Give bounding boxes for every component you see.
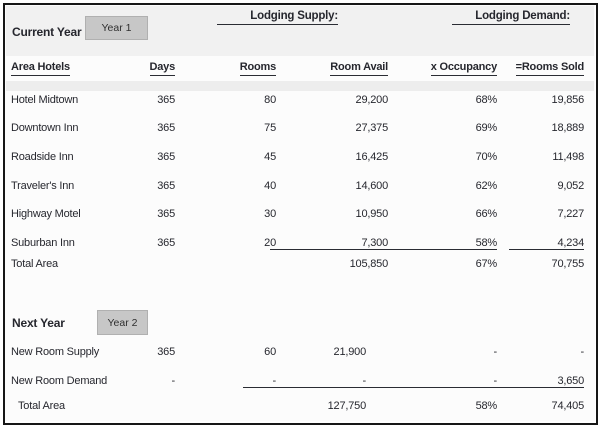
hotel-name: Highway Motel <box>11 208 81 220</box>
hotel-name: Traveler's Inn <box>11 180 75 192</box>
total-row: Total Area 127,750 58% 74,405 <box>0 399 600 413</box>
room-avail-value: 21,900 <box>333 346 367 358</box>
rooms-value: 80 <box>264 94 276 106</box>
year2-badge[interactable]: Year 2 <box>97 310 148 335</box>
occupancy-value: 62% <box>475 180 498 192</box>
days-value: - <box>171 375 176 387</box>
rooms-sold-value: 18,889 <box>551 122 585 134</box>
room-avail-value: - <box>243 374 370 388</box>
occupancy-value: - <box>358 374 517 388</box>
rooms-sold-value: 9,052 <box>557 180 584 192</box>
room-avail-value: 16,425 <box>355 151 389 163</box>
rooms-value: 20 <box>264 237 276 249</box>
rooms-sold-value: 4,234 <box>509 236 584 250</box>
total-occupancy: 58% <box>475 400 498 412</box>
column-header-room-avail: Room Avail <box>330 60 388 76</box>
rooms-value: 75 <box>264 122 276 134</box>
room-avail-value: 29,200 <box>355 94 389 106</box>
occupancy-value: 66% <box>475 208 498 220</box>
column-header-row: Area Hotels Days Rooms Room Avail x Occu… <box>0 60 600 76</box>
next-year-label: Next Year <box>12 316 65 330</box>
rooms-value: 40 <box>264 180 276 192</box>
days-value: 365 <box>157 346 175 358</box>
new-room-supply-row: New Room Supply 365 60 21,900 - - <box>0 345 600 359</box>
year1-badge[interactable]: Year 1 <box>85 16 148 40</box>
rooms-sold-value: - <box>580 346 585 358</box>
current-year-label: Current Year <box>12 25 82 39</box>
total-label: Total Area <box>11 258 58 270</box>
days-value: 365 <box>157 180 175 192</box>
header-shaded-band <box>6 81 594 91</box>
occupancy-value: 69% <box>475 122 498 134</box>
occupancy-value: 68% <box>475 94 498 106</box>
rooms-value: - <box>272 375 277 387</box>
hotel-name: Roadside Inn <box>11 151 74 163</box>
rooms-sold-value: 11,498 <box>552 151 584 163</box>
occupancy-value: - <box>493 346 498 358</box>
total-room-avail: 105,850 <box>349 258 389 270</box>
hotel-name: Hotel Midtown <box>11 94 79 106</box>
rooms-value: 30 <box>264 208 276 220</box>
room-avail-value: 27,375 <box>355 122 389 134</box>
occupancy-value: 70% <box>475 151 498 163</box>
total-occupancy: 67% <box>475 258 498 270</box>
rooms-value: 60 <box>264 346 276 358</box>
hotel-row: Roadside Inn 365 45 16,425 70% 11,498 <box>0 150 600 164</box>
days-value: 365 <box>157 237 175 249</box>
hotel-row: Hotel Midtown 365 80 29,200 68% 19,856 <box>0 93 600 107</box>
days-value: 365 <box>157 151 175 163</box>
days-value: 365 <box>157 94 175 106</box>
worksheet-background <box>5 5 595 421</box>
total-rooms-sold: 74,405 <box>551 400 585 412</box>
new-room-demand-row: New Room Demand - - - - 3,650 <box>0 374 600 388</box>
total-rooms-sold: 70,755 <box>551 258 585 270</box>
rooms-value: 45 <box>264 151 276 163</box>
row-label: New Room Supply <box>11 346 100 358</box>
total-room-avail: 127,750 <box>327 400 367 412</box>
total-label: Total Area <box>18 400 65 412</box>
hotel-row: Traveler's Inn 365 40 14,600 62% 9,052 <box>0 179 600 193</box>
days-value: 365 <box>157 122 175 134</box>
hotel-name: Downtown Inn <box>11 122 79 134</box>
total-row: Total Area 105,850 67% 70,755 <box>0 257 600 271</box>
room-avail-value: 7,300 <box>270 236 388 250</box>
occupancy-value: 58% <box>358 236 497 250</box>
lodging-demand-header: Lodging Demand: <box>452 9 570 25</box>
column-header-rooms-sold: =Rooms Sold <box>515 60 584 76</box>
column-header-hotels: Area Hotels <box>11 60 70 76</box>
column-header-days: Days <box>149 60 175 76</box>
hotel-name: Suburban Inn <box>11 237 75 249</box>
hotel-row: Downtown Inn 365 75 27,375 69% 18,889 <box>0 121 600 135</box>
hotel-row: Suburban Inn 365 20 7,300 58% 4,234 <box>0 236 600 250</box>
days-value: 365 <box>157 208 175 220</box>
column-header-rooms: Rooms <box>239 60 276 76</box>
column-header-occupancy: x Occupancy <box>430 60 497 76</box>
room-avail-value: 14,600 <box>355 180 389 192</box>
room-avail-value: 10,950 <box>355 208 389 220</box>
lodging-supply-header: Lodging Supply: <box>217 9 338 25</box>
hotel-row: Highway Motel 365 30 10,950 66% 7,227 <box>0 207 600 221</box>
row-label: New Room Demand <box>11 375 108 387</box>
rooms-sold-value: 19,856 <box>551 94 585 106</box>
rooms-sold-value: 3,650 <box>509 374 584 388</box>
rooms-sold-value: 7,227 <box>557 208 584 220</box>
